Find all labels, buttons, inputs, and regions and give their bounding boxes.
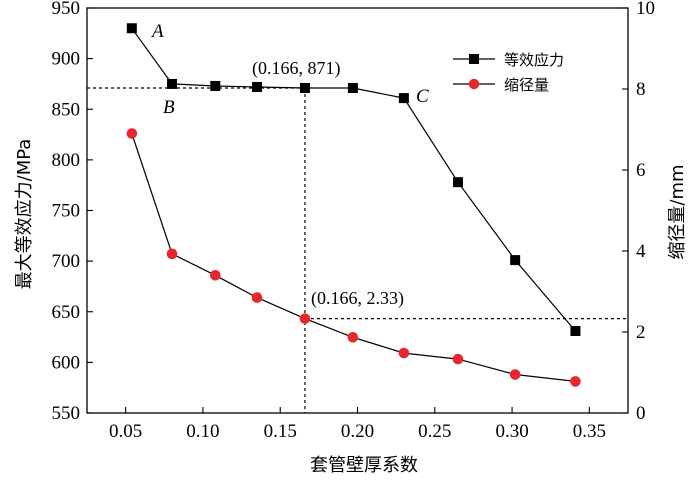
series-line-0	[131, 27, 576, 332]
annotation-point-b: B	[163, 97, 175, 118]
shrink-data-point	[299, 313, 311, 324]
annotation-point-a: A	[150, 21, 164, 42]
y-right-tick-label: 8	[636, 79, 646, 100]
y-left-tick-label: 650	[52, 302, 81, 323]
stress-data-point	[252, 81, 263, 92]
stress-data-point	[347, 82, 358, 93]
shrink-data-point	[166, 248, 178, 260]
stress-data-point	[210, 80, 221, 91]
annotation-stress-point: (0.166, 871)	[252, 58, 341, 79]
legend-shrink-marker	[468, 78, 480, 90]
x-tick-label: 0.35	[573, 421, 606, 442]
x-tick-label: 0.20	[341, 421, 374, 442]
legend-stress-label: 等效应力	[504, 51, 564, 69]
stress-data-point	[510, 255, 521, 266]
shrink-data-point	[347, 331, 359, 343]
x-tick-label: 0.10	[186, 421, 219, 442]
y-left-tick-label: 800	[52, 150, 81, 171]
shrink-data-point	[251, 292, 263, 303]
legend-stress-marker	[469, 54, 479, 64]
ticks: 0.05 0.10 0.15 0.20 0.25 0.30 0.35 550 600 650 700…	[52, 0, 656, 442]
y-left-tick-label: 750	[52, 201, 81, 222]
series-line-1	[131, 133, 576, 382]
legend-shrink-label: 缩径量	[504, 76, 549, 94]
y-right-tick-label: 0	[636, 403, 646, 424]
stress-data-point	[126, 23, 137, 34]
x-tick-label: 0.05	[109, 421, 142, 442]
x-axis-title: 套管壁厚系数	[310, 455, 418, 476]
y-right-tick-label: 6	[636, 160, 646, 181]
shrink-data-point	[126, 128, 138, 139]
y-left-tick-label: 550	[52, 403, 81, 424]
legend: 等效应力 缩径量	[453, 51, 564, 94]
annotation-shrink-point: (0.166, 2.33)	[311, 288, 404, 309]
stress-data-point	[299, 82, 310, 93]
shrink-data-point	[570, 376, 581, 387]
y-left-tick-label: 950	[52, 0, 81, 19]
y-left-tick-label: 850	[52, 99, 81, 120]
stress-data-point	[452, 177, 463, 188]
y-right-tick-label: 2	[636, 322, 646, 343]
x-tick-label: 0.30	[495, 421, 528, 442]
y-left-tick-label: 700	[52, 251, 81, 272]
stress-data-point	[167, 78, 178, 89]
y-right-tick-label: 4	[636, 241, 646, 262]
x-tick-label: 0.25	[418, 421, 451, 442]
y-right-tick-label: 10	[636, 0, 655, 19]
shrink-data-point	[209, 270, 221, 281]
x-tick-label: 0.15	[264, 421, 297, 442]
y-right-axis-title: 缩径量/mm	[667, 164, 688, 259]
annotation-point-c: C	[416, 86, 429, 107]
series-layer	[126, 23, 581, 387]
reference-lines	[87, 87, 628, 413]
shrink-data-point	[398, 347, 410, 359]
y-left-tick-label: 900	[52, 49, 81, 70]
shrink-data-point	[452, 353, 464, 365]
stress-data-point	[570, 325, 581, 336]
y-left-tick-label: 600	[52, 352, 81, 373]
y-left-axis-title: 最大等效应力/MPa	[14, 139, 35, 290]
stress-data-point	[398, 93, 409, 104]
shrink-data-point	[509, 369, 521, 380]
